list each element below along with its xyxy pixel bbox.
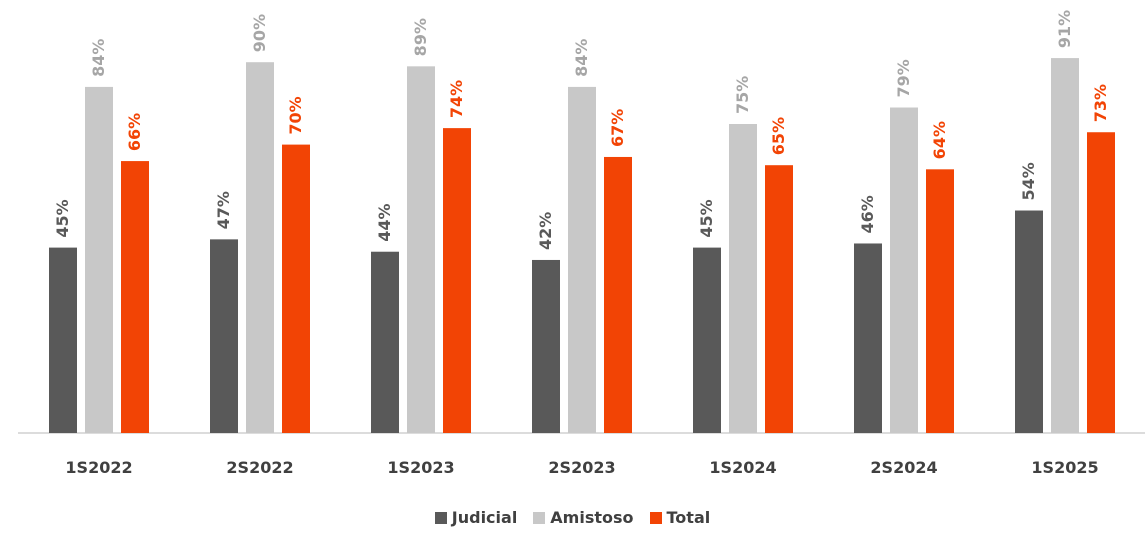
data-label-total-1S2024: 65% <box>769 117 788 155</box>
bars-group <box>49 58 1115 434</box>
data-label-judicial-1S2025: 54% <box>1019 162 1038 200</box>
data-label-judicial-2S2022: 47% <box>214 191 233 229</box>
legend-label-judicial: Judicial <box>451 508 518 527</box>
bar-total-1S2022 <box>121 161 149 433</box>
bar-judicial-1S2024 <box>693 247 721 433</box>
bar-amistoso-1S2025 <box>1051 58 1079 434</box>
legend: Judicial Amistoso Total <box>0 508 1145 527</box>
category-label-2S2024: 2S2024 <box>870 458 937 477</box>
data-label-judicial-2S2024: 46% <box>858 195 877 233</box>
legend-item-total: Total <box>649 508 711 527</box>
data-labels-group: 45% 84% 66% 47% 90% 70% 44% 89% 74% 42% 84% 67% 45% 7… <box>53 10 1110 250</box>
data-label-total-1S2023: 74% <box>447 80 466 118</box>
data-label-total-2S2022: 70% <box>286 96 305 134</box>
bar-judicial-1S2022 <box>49 247 77 433</box>
legend-swatch-amistoso <box>533 511 546 524</box>
bar-chart: 45% 84% 66% 47% 90% 70% 44% 89% 74% 42% 84% 67% 45% 7… <box>18 10 1145 477</box>
bar-total-1S2024 <box>765 165 793 433</box>
legend-swatch-judicial <box>434 511 447 524</box>
data-label-amistoso-2S2024: 79% <box>894 59 913 97</box>
data-label-amistoso-1S2023: 89% <box>411 18 430 56</box>
bar-judicial-1S2023 <box>371 251 399 433</box>
category-label-2S2022: 2S2022 <box>226 458 293 477</box>
bar-amistoso-2S2024 <box>890 107 918 434</box>
data-label-judicial-1S2024: 45% <box>697 199 716 237</box>
bar-total-2S2022 <box>282 144 310 433</box>
data-label-total-2S2023: 67% <box>608 109 627 147</box>
bar-total-1S2025 <box>1087 132 1115 434</box>
legend-item-judicial: Judicial <box>434 508 518 527</box>
category-label-1S2023: 1S2023 <box>387 458 454 477</box>
data-label-amistoso-1S2025: 91% <box>1055 10 1074 48</box>
bar-judicial-2S2023 <box>532 259 560 433</box>
bar-judicial-2S2022 <box>210 239 238 433</box>
bar-amistoso-2S2023 <box>568 86 596 434</box>
legend-item-amistoso: Amistoso <box>533 508 634 527</box>
bar-amistoso-1S2023 <box>407 66 435 433</box>
data-label-amistoso-1S2022: 84% <box>89 39 108 77</box>
category-label-1S2022: 1S2022 <box>65 458 132 477</box>
category-label-1S2024: 1S2024 <box>709 458 776 477</box>
category-labels-group: 1S2022 2S2022 1S2023 2S2023 1S2024 2S2024 1S20… <box>65 458 1098 477</box>
data-label-amistoso-2S2022: 90% <box>250 14 269 52</box>
bar-judicial-2S2024 <box>854 243 882 433</box>
data-label-amistoso-2S2023: 84% <box>572 39 591 77</box>
category-label-1S2025: 1S2025 <box>1031 458 1098 477</box>
data-label-total-2S2024: 64% <box>930 121 949 159</box>
data-label-judicial-1S2022: 45% <box>53 199 72 237</box>
data-label-total-1S2022: 66% <box>125 113 144 151</box>
data-label-judicial-1S2023: 44% <box>375 203 394 241</box>
bar-amistoso-2S2022 <box>246 62 274 433</box>
category-label-2S2023: 2S2023 <box>548 458 615 477</box>
legend-label-amistoso: Amistoso <box>550 508 634 527</box>
bar-amistoso-1S2022 <box>85 86 113 434</box>
bar-total-1S2023 <box>443 128 471 433</box>
legend-label-total: Total <box>666 508 711 527</box>
bar-amistoso-1S2024 <box>729 124 757 433</box>
bar-total-2S2024 <box>926 169 954 433</box>
data-label-total-1S2025: 73% <box>1091 84 1110 122</box>
bar-total-2S2023 <box>604 156 632 433</box>
legend-swatch-total <box>649 511 662 524</box>
data-label-judicial-2S2023: 42% <box>536 212 555 250</box>
bar-judicial-1S2025 <box>1015 210 1043 433</box>
data-label-amistoso-1S2024: 75% <box>733 76 752 114</box>
